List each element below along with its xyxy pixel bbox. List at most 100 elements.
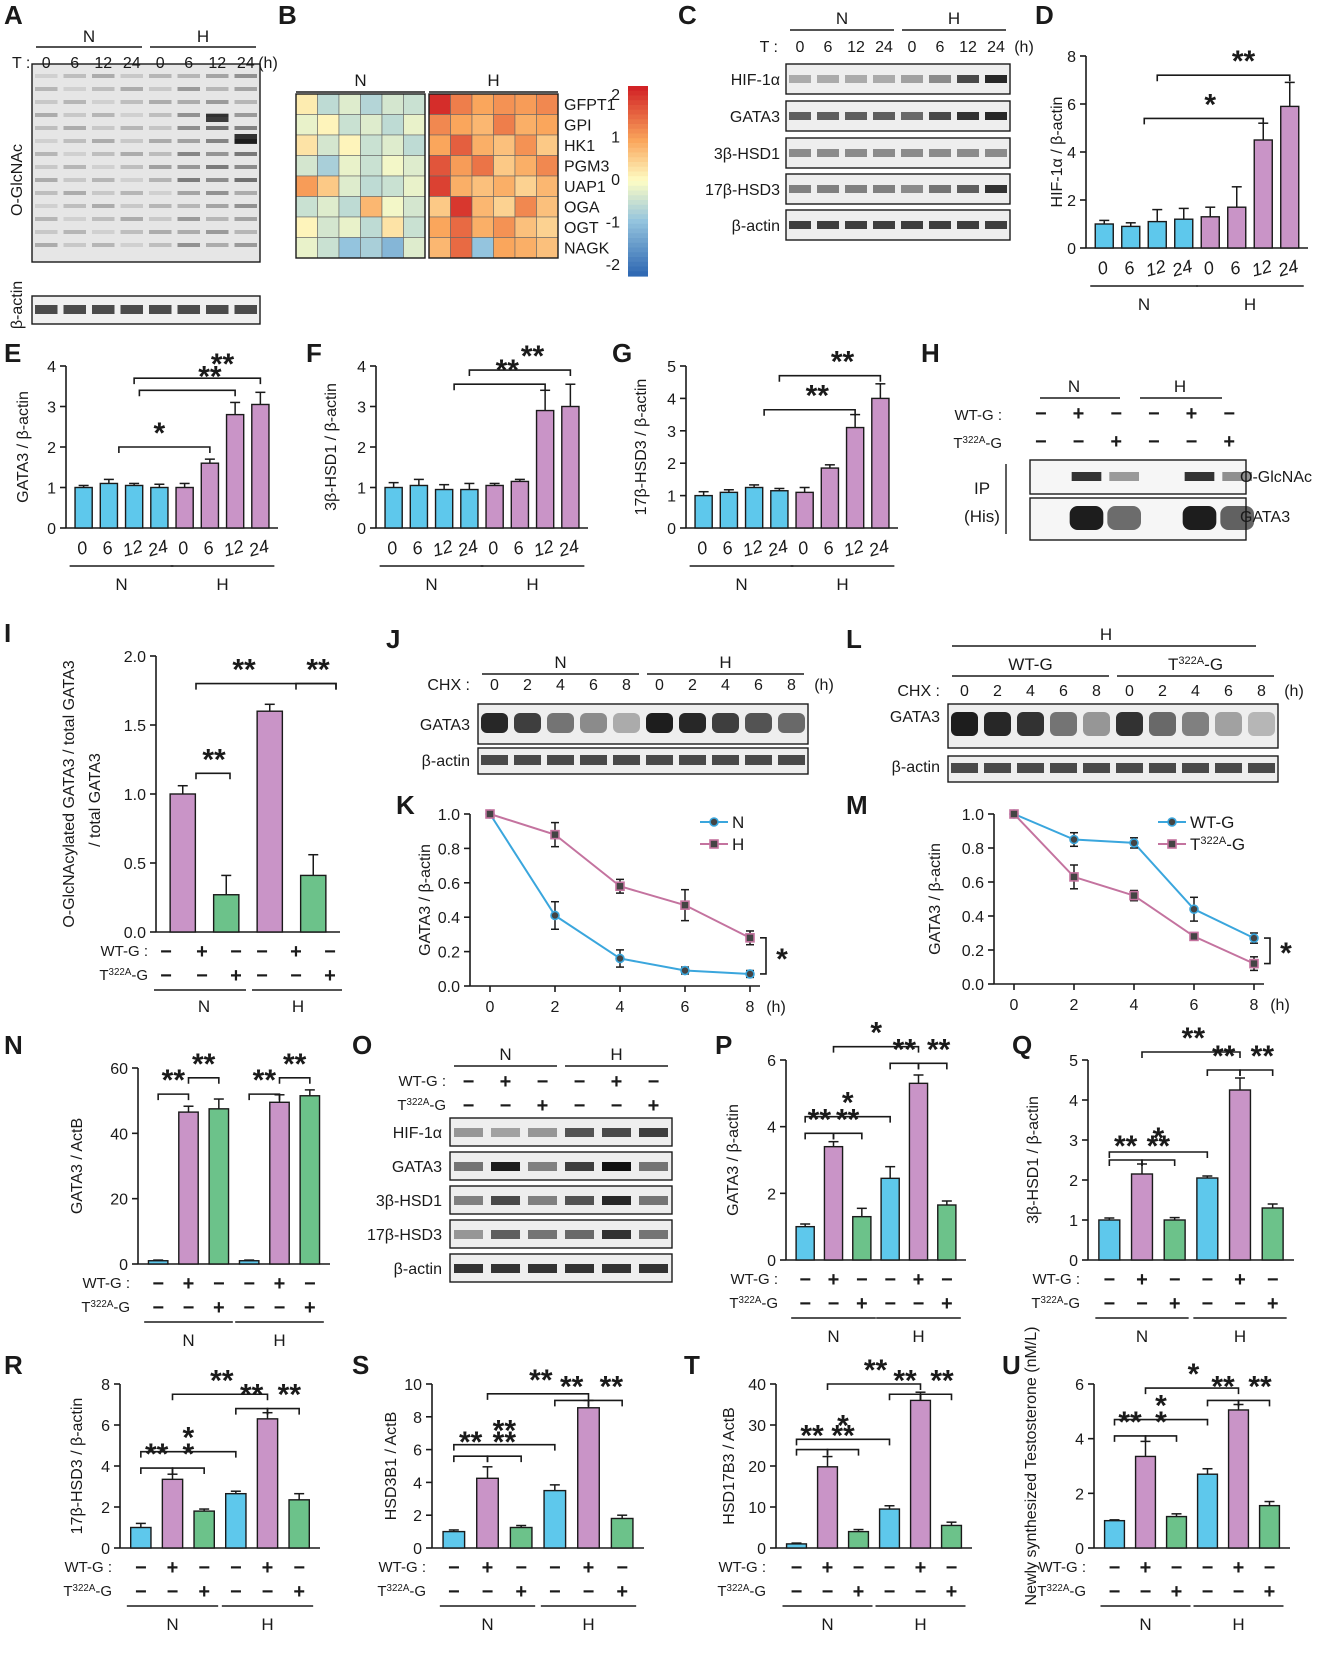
colorbar-segment [628, 247, 648, 253]
blot-band-c [817, 185, 839, 193]
y-tick-label-Q: 0 [1069, 1253, 1078, 1270]
sig-bracket-f-2 [453, 383, 546, 391]
wt-sign-S-4: + [583, 1557, 595, 1579]
bar-S-5 [610, 1517, 634, 1549]
heatmap-cell [428, 134, 451, 156]
series-line-M-0 [1013, 813, 1255, 940]
colorbar-tick-3: -1 [606, 215, 620, 232]
group-label-j-h: H [719, 653, 731, 672]
t322-sign-S-0: − [448, 1581, 460, 1603]
panel-label-b: B [278, 0, 297, 30]
bar-R-0 [129, 1526, 152, 1549]
sig-bracket-q-4 [1108, 1151, 1209, 1158]
t322-sign-h-1: − [1073, 431, 1085, 453]
colorbar-segment [628, 228, 648, 234]
y-tick-label-M: 0.4 [962, 909, 984, 926]
heatmap-cell [536, 175, 559, 197]
y-axis-title-N: GATA3 / ActB [69, 1118, 86, 1214]
y-tick-label-G: 3 [667, 424, 676, 441]
heatmap-cell [317, 237, 340, 259]
bar-I-0 [169, 793, 197, 933]
t322-sign-i-1: − [196, 965, 208, 987]
blot-band-h [1184, 472, 1215, 481]
blot-band-a [234, 191, 257, 195]
heatmap-cell [536, 196, 559, 218]
bar-D-2 [1147, 220, 1167, 249]
row-label-c-4: β-actin [732, 218, 780, 235]
blot-band-a [120, 230, 143, 234]
blot-band-a [234, 74, 257, 78]
sig-star-d-1: ** [1232, 45, 1256, 78]
bar-U-3 [1196, 1473, 1219, 1549]
y-tick-label-G: 1 [667, 489, 676, 506]
blot-band-c [929, 75, 951, 83]
bar-R-1 [161, 1478, 184, 1549]
blot-band-a [234, 204, 257, 208]
blot-band-o [602, 1196, 631, 1205]
wt-sign-P-1: + [828, 1269, 840, 1291]
row-label-o-4: β-actin [394, 1261, 442, 1278]
blot-band-a [35, 113, 58, 117]
heatmap-cell [450, 134, 473, 156]
blot-band-a [35, 165, 58, 169]
bar-P-3 [880, 1177, 900, 1261]
colorbar-segment [628, 128, 648, 135]
row-label-wt-R: WT-G : [65, 1559, 113, 1576]
panel-label-l: L [846, 624, 862, 654]
y-tick-label-N: 0 [119, 1257, 128, 1274]
bar-E-5 [200, 462, 220, 529]
x-tick-label-K-0: 0 [486, 999, 495, 1016]
y-tick-label-K: 0.4 [438, 910, 460, 927]
y-axis-title-S: HSD3B1 / ActB [383, 1412, 400, 1521]
x-tick-label-D-3: 24 [1169, 256, 1194, 281]
lane-time-j-4: 8 [622, 677, 631, 694]
group-label-a-n: N [83, 27, 95, 46]
y-axis-title-T: HSD17B3 / ActB [721, 1407, 738, 1524]
blot-band-a [177, 126, 200, 130]
bar-E-7 [251, 403, 270, 529]
y-axis-title-Q: 3β-HSD1 / β-actin [1025, 1096, 1042, 1224]
row-label-c-1: GATA3 [730, 109, 780, 126]
bar-G-1 [719, 491, 739, 529]
lane-time-a-7: 24 [237, 55, 255, 72]
bar-I-3 [299, 874, 327, 933]
blot-band-a [177, 113, 200, 117]
lane-time-a-1: 6 [70, 55, 79, 72]
y-axis-title-P: GATA3 / β-actin [725, 1104, 742, 1216]
t322-sign-N-4: − [274, 1297, 286, 1319]
x-tick-label-M-4: 8 [1250, 997, 1259, 1014]
colorbar-segment [628, 185, 648, 192]
blot-band-o [454, 1264, 483, 1273]
sig-bracket-e-2 [138, 389, 236, 397]
heatmap-cell [514, 155, 537, 177]
data-point-M-1 [1129, 890, 1139, 901]
blot-band-a [35, 139, 58, 143]
sig-star-e-2: ** [198, 360, 222, 393]
lane-time-l-1: 2 [993, 683, 1002, 700]
blot-band-a [234, 243, 257, 247]
x-tick-label-D-0: 0 [1095, 257, 1110, 279]
bar-S-2 [509, 1526, 533, 1549]
bar-G-5 [820, 467, 840, 529]
blot-band-j-actin [613, 755, 640, 765]
wt-sign-Q-0: − [1103, 1269, 1115, 1291]
sig-bracket-n-2 [157, 1093, 190, 1101]
blot-band-a [177, 243, 200, 247]
blot-band-h [1107, 506, 1141, 530]
blot-band-a [206, 204, 229, 208]
heatmap-cell [338, 93, 361, 115]
wt-sign-T-3: − [884, 1557, 896, 1579]
data-point-K-1 [680, 900, 690, 910]
bar-D-3 [1174, 218, 1194, 249]
t322-sign-Q-5: + [1267, 1293, 1279, 1315]
sig-star-f-2: ** [496, 354, 520, 387]
blot-band-h [1071, 472, 1102, 481]
t322-sign-R-2: + [198, 1581, 210, 1603]
blot-band-c [789, 221, 811, 229]
group-label-h-P: H [912, 1327, 924, 1346]
sig-star-t-2: ** [893, 1364, 917, 1397]
blot-band-j-actin [514, 755, 541, 765]
x-tick-label-G-0: 0 [695, 537, 710, 559]
t322-sign-o-5: + [648, 1095, 660, 1117]
blot-band-a [149, 230, 172, 234]
